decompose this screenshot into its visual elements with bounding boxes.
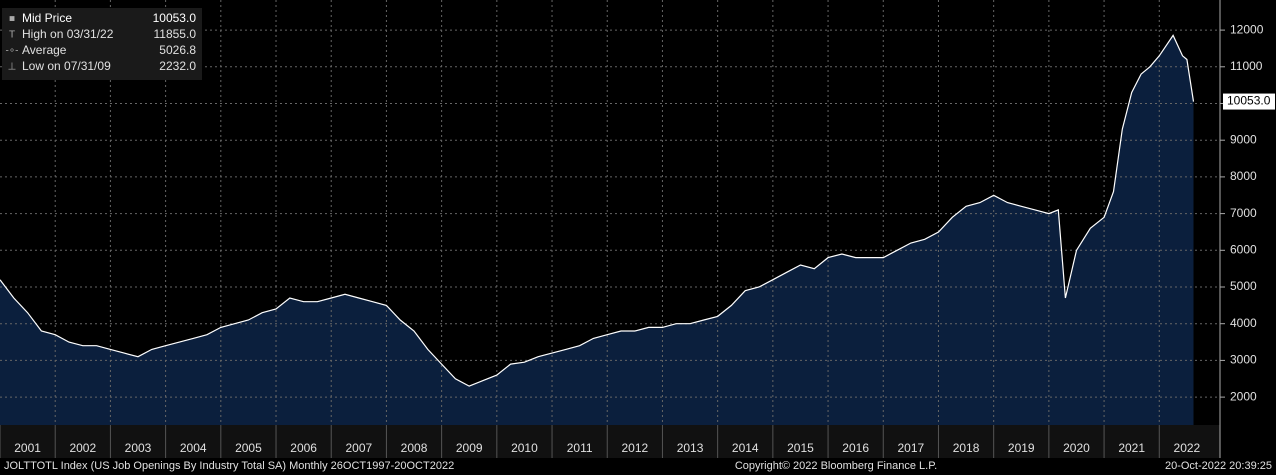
legend-label: Mid Price [22, 11, 72, 25]
x-tick-label: 2016 [842, 441, 869, 455]
legend-label: Average [22, 43, 67, 57]
x-tick-label: 2009 [456, 441, 483, 455]
legend-value: 10053.0 [153, 11, 197, 25]
y-tick-label: 7000 [1230, 206, 1257, 220]
x-tick-label: 2010 [511, 441, 538, 455]
footer-right: 20-Oct-2022 20:39:25 [1165, 460, 1272, 472]
y-tick-label: 3000 [1230, 353, 1257, 367]
x-tick-label: 2012 [621, 441, 648, 455]
x-tick-label: 2015 [787, 441, 814, 455]
area [0, 35, 1194, 426]
x-tick-label: 2020 [1063, 441, 1090, 455]
y-tick-label: 12000 [1230, 22, 1264, 36]
last-value-tag [1223, 93, 1275, 110]
legend-symbol: ⊥ [8, 62, 17, 73]
x-tick-label: 2004 [180, 441, 207, 455]
x-tick-label: 2003 [125, 441, 152, 455]
line [0, 34, 1195, 387]
x-tick-label: 2022 [1174, 441, 1201, 455]
legend-value: 2232.0 [159, 59, 196, 73]
x-tick-label: 2013 [677, 441, 704, 455]
x-axis-strip [0, 425, 1220, 458]
legend-symbol: T [9, 30, 15, 41]
legend-symbol: -∘- [6, 46, 19, 57]
legend-value: 5026.8 [159, 43, 196, 57]
x-tick-label: 2007 [345, 441, 372, 455]
y-tick-label: 5000 [1230, 279, 1257, 293]
legend-box [2, 8, 202, 80]
legend-symbol: ■ [9, 14, 15, 25]
x-tick-label: 2021 [1118, 441, 1145, 455]
x-tick-label: 2002 [69, 441, 96, 455]
x-tick-label: 2017 [898, 441, 925, 455]
y-tick-label: 8000 [1230, 169, 1257, 183]
y-tick-label: 9000 [1230, 132, 1257, 146]
x-tick-label: 2011 [567, 441, 593, 455]
legend-label: High on 03/31/22 [22, 27, 114, 41]
x-tick-label: 2014 [732, 441, 759, 455]
footer-left: JOLTTOTL Index (US Job Openings By Indus… [4, 460, 454, 472]
legend-value: 11855.0 [154, 27, 197, 41]
y-tick-label: 11000 [1230, 59, 1263, 73]
x-tick-label: 2008 [401, 441, 428, 455]
footer-center: Copyright© 2022 Bloomberg Finance L.P. [735, 460, 937, 472]
y-tick-label: 2000 [1230, 389, 1257, 403]
x-tick-label: 2001 [14, 441, 41, 455]
x-tick-label: 2005 [235, 441, 262, 455]
y-tick-label: 6000 [1230, 242, 1257, 256]
x-tick-label: 2018 [953, 441, 980, 455]
last-value-label: 10053.0 [1227, 94, 1271, 108]
y-tick-label: 4000 [1230, 316, 1257, 330]
legend-label: Low on 07/31/09 [22, 59, 111, 73]
x-tick-label: 2006 [290, 441, 317, 455]
x-tick-label: 2019 [1008, 441, 1035, 455]
